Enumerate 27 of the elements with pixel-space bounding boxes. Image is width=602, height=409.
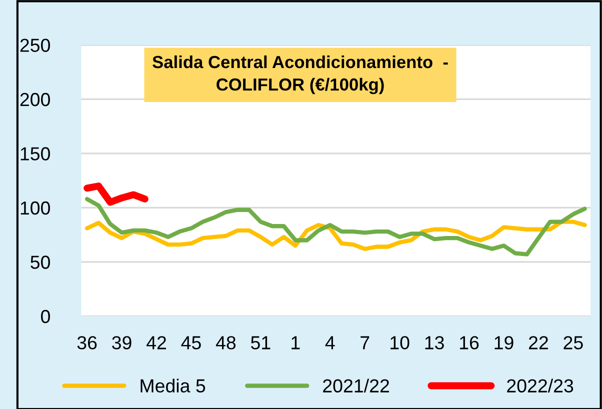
x-tick-label: 19: [494, 336, 514, 350]
x-tick-label: 25: [564, 336, 583, 350]
y-tick-label: 0: [41, 310, 50, 324]
legend-label: 2022/23: [507, 378, 574, 393]
x-tick-label: 22: [528, 336, 548, 350]
x-tick-label: 42: [146, 336, 166, 350]
text: Salida Central Acondicionamiento - COLIFLOR (€/100kg): [152, 55, 448, 94]
x-tick-label: 16: [460, 336, 479, 350]
y-tick-label: 250: [20, 38, 50, 52]
x-tick-label: 7: [360, 336, 370, 350]
x-tick-label: 39: [112, 336, 132, 350]
line-series: [84, 196, 587, 256]
y-tick-label: 200: [20, 92, 50, 106]
x-tick-label: 45: [181, 336, 201, 350]
y-tick-label: 100: [20, 201, 50, 215]
legend-label: 2021/22: [323, 378, 389, 393]
x-tick-label: 51: [251, 336, 270, 350]
y-tick-label: 50: [30, 256, 50, 269]
x-tick-label: 1: [292, 336, 300, 350]
legend-label: Media 5: [140, 378, 206, 393]
x-tick-label: 48: [216, 336, 236, 350]
y-tick-label: 150: [20, 147, 50, 160]
x-tick-label: 10: [390, 336, 410, 350]
x-tick-label: 36: [77, 336, 97, 350]
x-tick-label: 4: [325, 336, 335, 350]
line-series: [84, 220, 587, 251]
x-tick-label: 13: [425, 336, 444, 350]
